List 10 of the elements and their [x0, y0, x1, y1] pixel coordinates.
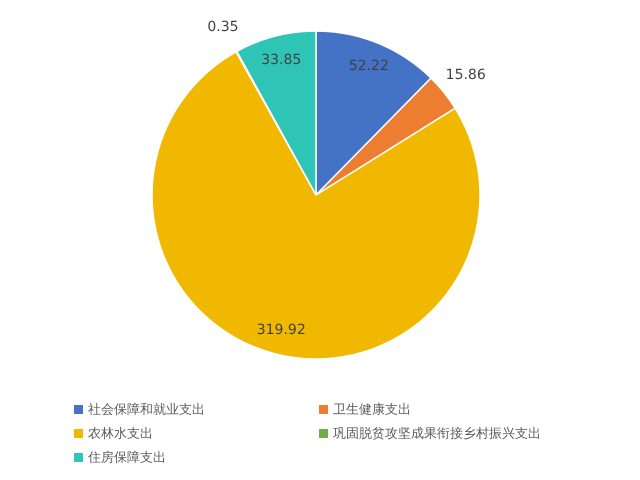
data-label: 52.22	[348, 58, 389, 74]
legend-label: 卫生健康支出	[333, 402, 411, 418]
legend-label: 巩固脱贫攻坚成果衔接乡村振兴支出	[333, 426, 541, 442]
data-label: 33.85	[261, 52, 302, 68]
legend-label: 农林水支出	[88, 426, 153, 442]
data-label: 319.92	[256, 322, 306, 338]
legend-label: 社会保障和就业支出	[88, 402, 205, 418]
data-label: 0.35	[207, 19, 239, 36]
legend-label: 住房保障支出	[87, 450, 166, 466]
data-label: 15.86	[446, 67, 486, 83]
